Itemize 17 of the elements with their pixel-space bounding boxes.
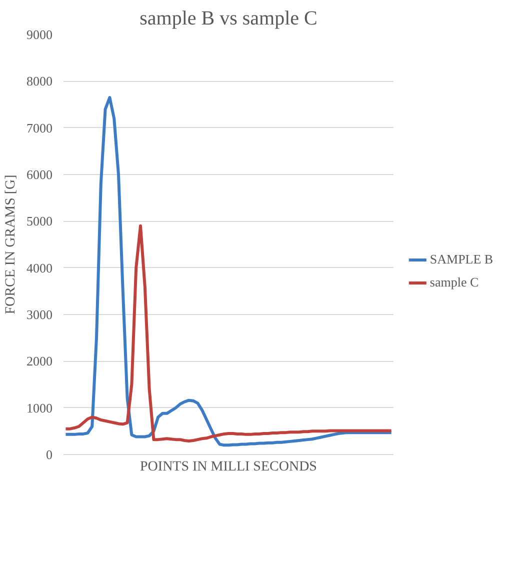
y-axis-title: FORCE IN GRAMS [G]	[4, 174, 18, 314]
y-tick-label: 2000	[26, 354, 52, 369]
y-tick-label: 1000	[26, 400, 52, 416]
y-tick-label: 9000	[26, 27, 52, 42]
y-tick-label: 7000	[26, 120, 52, 136]
legend-label: sample C	[430, 274, 479, 290]
y-tick-label: 5000	[26, 214, 52, 229]
y-tick-label: 0	[46, 447, 52, 462]
x-axis-title: POINTS IN MILLI SECONDS	[140, 460, 317, 474]
y-tick-label: 4000	[26, 260, 52, 276]
line-series	[64, 96, 393, 447]
chart-title: sample B vs sample C	[140, 8, 318, 30]
y-tick-label: 6000	[26, 167, 52, 182]
y-tick-label: 3000	[26, 307, 52, 322]
line-series	[64, 224, 393, 442]
legend-label: SAMPLE B	[430, 251, 494, 267]
y-tick-label: 8000	[26, 74, 52, 89]
